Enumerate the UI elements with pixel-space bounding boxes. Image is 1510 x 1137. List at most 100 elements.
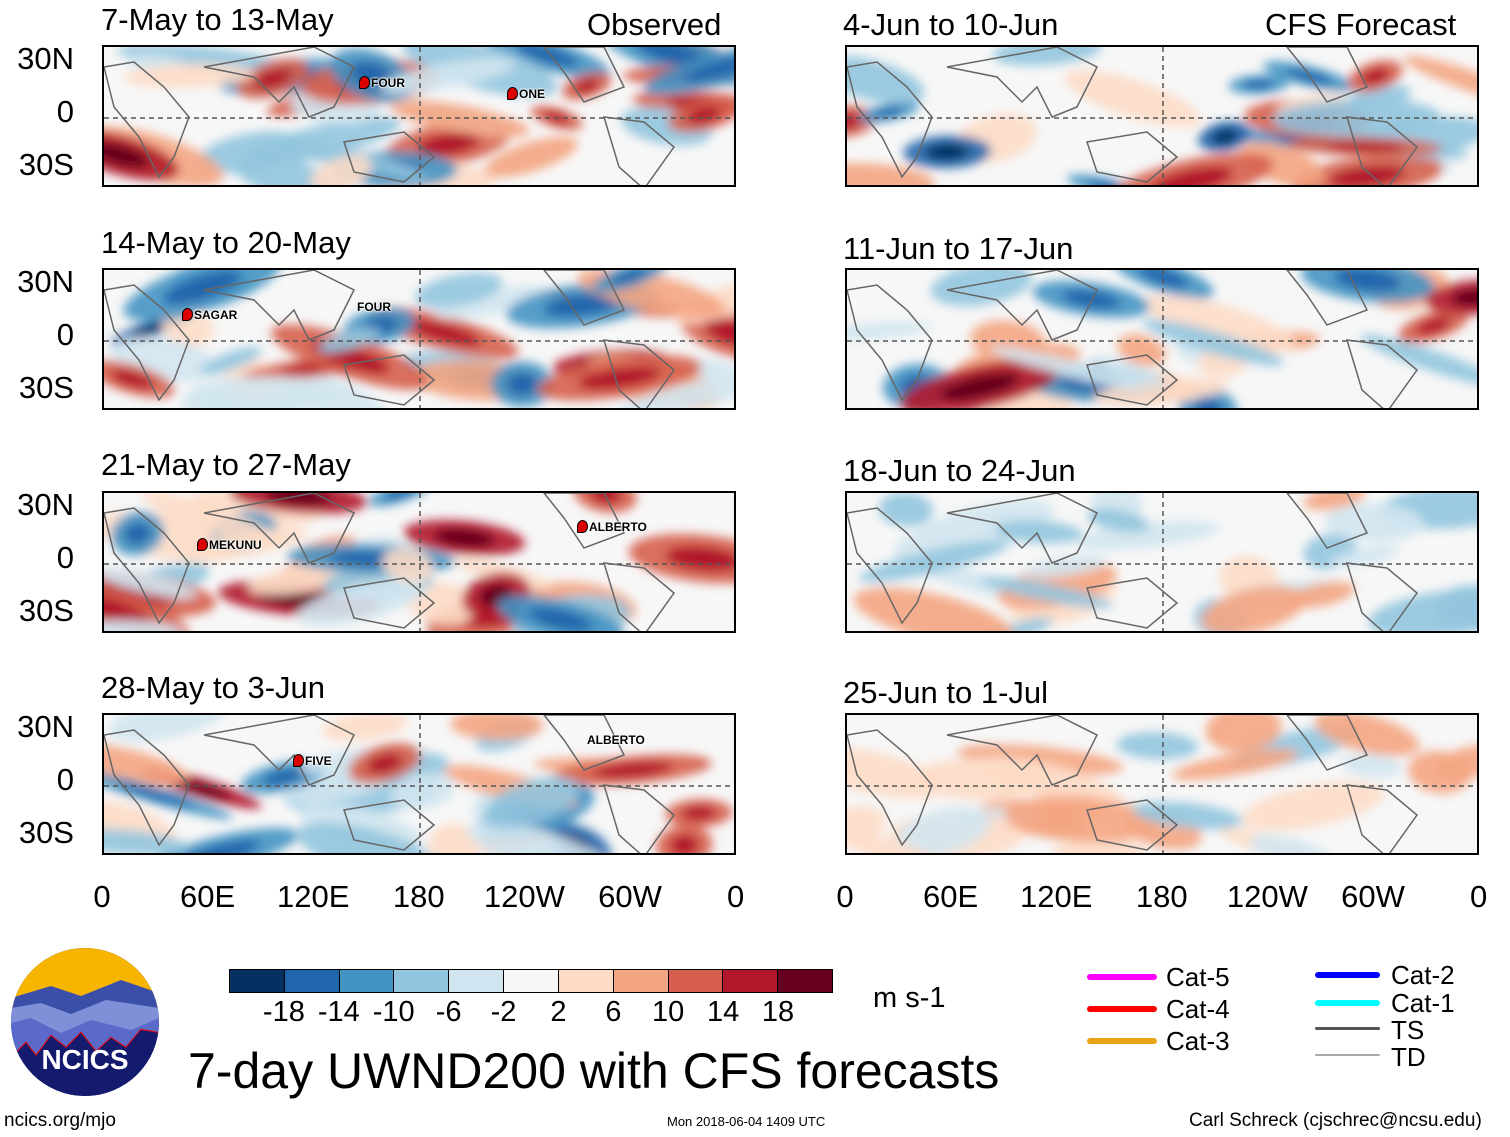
panel-title: 7-May to 13-May (101, 2, 334, 37)
storm-marker: MEKUNU (197, 538, 262, 552)
legend-label: Cat-2 (1391, 960, 1455, 990)
lon-label: 120W (483, 879, 565, 914)
mountain-logo-icon (11, 948, 159, 1096)
map-panel-observed-2 (102, 268, 736, 410)
lat-label: 0 (56, 540, 74, 575)
wind-field (847, 493, 1477, 631)
lon-label: 120E (1019, 879, 1093, 914)
panel-title: 14-May to 20-May (101, 225, 351, 260)
lat-label: 30N (17, 487, 74, 522)
forecast-label: CFS Forecast (1265, 7, 1457, 42)
colorbar-swatch (723, 970, 779, 992)
lat-label: 30S (18, 815, 74, 850)
storm-marker: ONE (507, 87, 545, 101)
legend-line-td (1315, 1054, 1380, 1056)
lon-label: 0 (1469, 879, 1488, 914)
wind-field (847, 47, 1477, 185)
wind-field (104, 493, 734, 631)
storm-marker: SAGAR (182, 308, 237, 322)
colorbar-tick-label: -14 (317, 996, 360, 1028)
storm-label: FOUR (357, 300, 391, 314)
lon-label: 120E (276, 879, 350, 914)
legend-label: Cat-5 (1166, 962, 1230, 992)
colorbar-swatch (558, 970, 614, 992)
colorbar-swatch (504, 970, 559, 992)
footer-credit: Carl Schreck (cjschrec@ncsu.edu) (1189, 1110, 1482, 1131)
wind-field (847, 715, 1477, 853)
colorbar-tick-label: 14 (706, 996, 740, 1028)
legend-label: TD (1391, 1042, 1426, 1072)
wind-field (104, 715, 734, 853)
legend-label: Cat-4 (1166, 994, 1230, 1024)
storm-label: ALBERTO (587, 733, 645, 747)
lon-label: 0 (93, 879, 111, 914)
panel-title: 25-Jun to 1-Jul (843, 675, 1049, 710)
map-panel-forecast-2 (845, 268, 1479, 410)
panel-title: 11-Jun to 17-Jun (843, 231, 1074, 266)
panel-title: 18-Jun to 24-Jun (843, 453, 1076, 488)
map-panel-observed-3 (102, 491, 736, 633)
wind-field (847, 270, 1477, 408)
lon-label: 60W (1341, 879, 1405, 914)
lon-label: 60E (923, 879, 979, 914)
lat-label: 0 (56, 762, 74, 797)
colorbar-tick-label: -6 (435, 996, 462, 1028)
legend-line-cat-4 (1087, 1006, 1157, 1012)
colorbar-swatch (449, 970, 505, 992)
lat-label: 30S (18, 370, 74, 405)
panel-title: 4-Jun to 10-Jun (843, 7, 1059, 42)
storm-marker: FIVE (293, 754, 332, 768)
observed-label: Observed (587, 7, 722, 42)
footer-timestamp: Mon 2018-06-04 1409 UTC (667, 1114, 826, 1129)
colorbar-units: m s-1 (873, 982, 946, 1014)
figure-title: 7-day UWND200 with CFS forecasts (188, 1043, 1000, 1099)
colorbar-swatch (394, 970, 450, 992)
lat-label: 0 (56, 317, 74, 352)
colorbar-tick-label: -18 (262, 996, 305, 1028)
legend-label: TS (1391, 1015, 1425, 1045)
lon-label: 120W (1226, 879, 1308, 914)
lon-label: 60W (598, 879, 662, 914)
colorbar-tick-label: 6 (605, 996, 622, 1028)
colorbar-tick-label: 2 (550, 996, 567, 1028)
legend-line-ts (1315, 1027, 1380, 1030)
map-panel-forecast-3 (845, 491, 1479, 633)
map-panel-forecast-4 (845, 713, 1479, 855)
ncics-logo: NCICS (11, 948, 159, 1096)
storm-marker: ALBERTO (577, 520, 647, 534)
lat-label: 30N (17, 709, 74, 744)
colorbar-swatch (339, 970, 395, 992)
colorbar-tick-label: 18 (761, 996, 795, 1028)
legend-label: Cat-1 (1391, 988, 1455, 1018)
lat-label: 30N (17, 264, 74, 299)
footer-url: ncics.org/mjo (4, 1110, 116, 1131)
lon-label: 0 (836, 879, 854, 914)
map-panel-observed-4 (102, 713, 736, 855)
colorbar (229, 969, 833, 993)
colorbar-swatch (613, 970, 669, 992)
colorbar-tick-label: 10 (652, 996, 685, 1028)
colorbar-swatch (230, 970, 285, 992)
legend-line-cat-1 (1315, 1000, 1380, 1006)
logo-text: NCICS (41, 1044, 129, 1075)
lat-label: 0 (56, 94, 74, 129)
colorbar-swatch (778, 970, 832, 992)
colorbar-tick-label: -2 (490, 996, 517, 1028)
legend-line-cat-5 (1087, 974, 1157, 980)
lon-label: 180 (1135, 879, 1188, 914)
panel-title: 21-May to 27-May (101, 447, 351, 482)
lon-label: 180 (392, 879, 445, 914)
lon-label: 60E (180, 879, 236, 914)
panel-title: 28-May to 3-Jun (101, 670, 325, 705)
legend-label: Cat-3 (1166, 1026, 1230, 1056)
map-panel-forecast-1 (845, 45, 1479, 187)
colorbar-swatch (284, 970, 340, 992)
wind-field (104, 270, 734, 408)
lon-label: 0 (726, 879, 745, 914)
legend-line-cat-3 (1087, 1038, 1157, 1044)
colorbar-swatch (668, 970, 724, 992)
lat-label: 30S (18, 147, 74, 182)
lat-label: 30N (17, 41, 74, 76)
map-panel-observed-1 (102, 45, 736, 187)
lat-label: 30S (18, 593, 74, 628)
